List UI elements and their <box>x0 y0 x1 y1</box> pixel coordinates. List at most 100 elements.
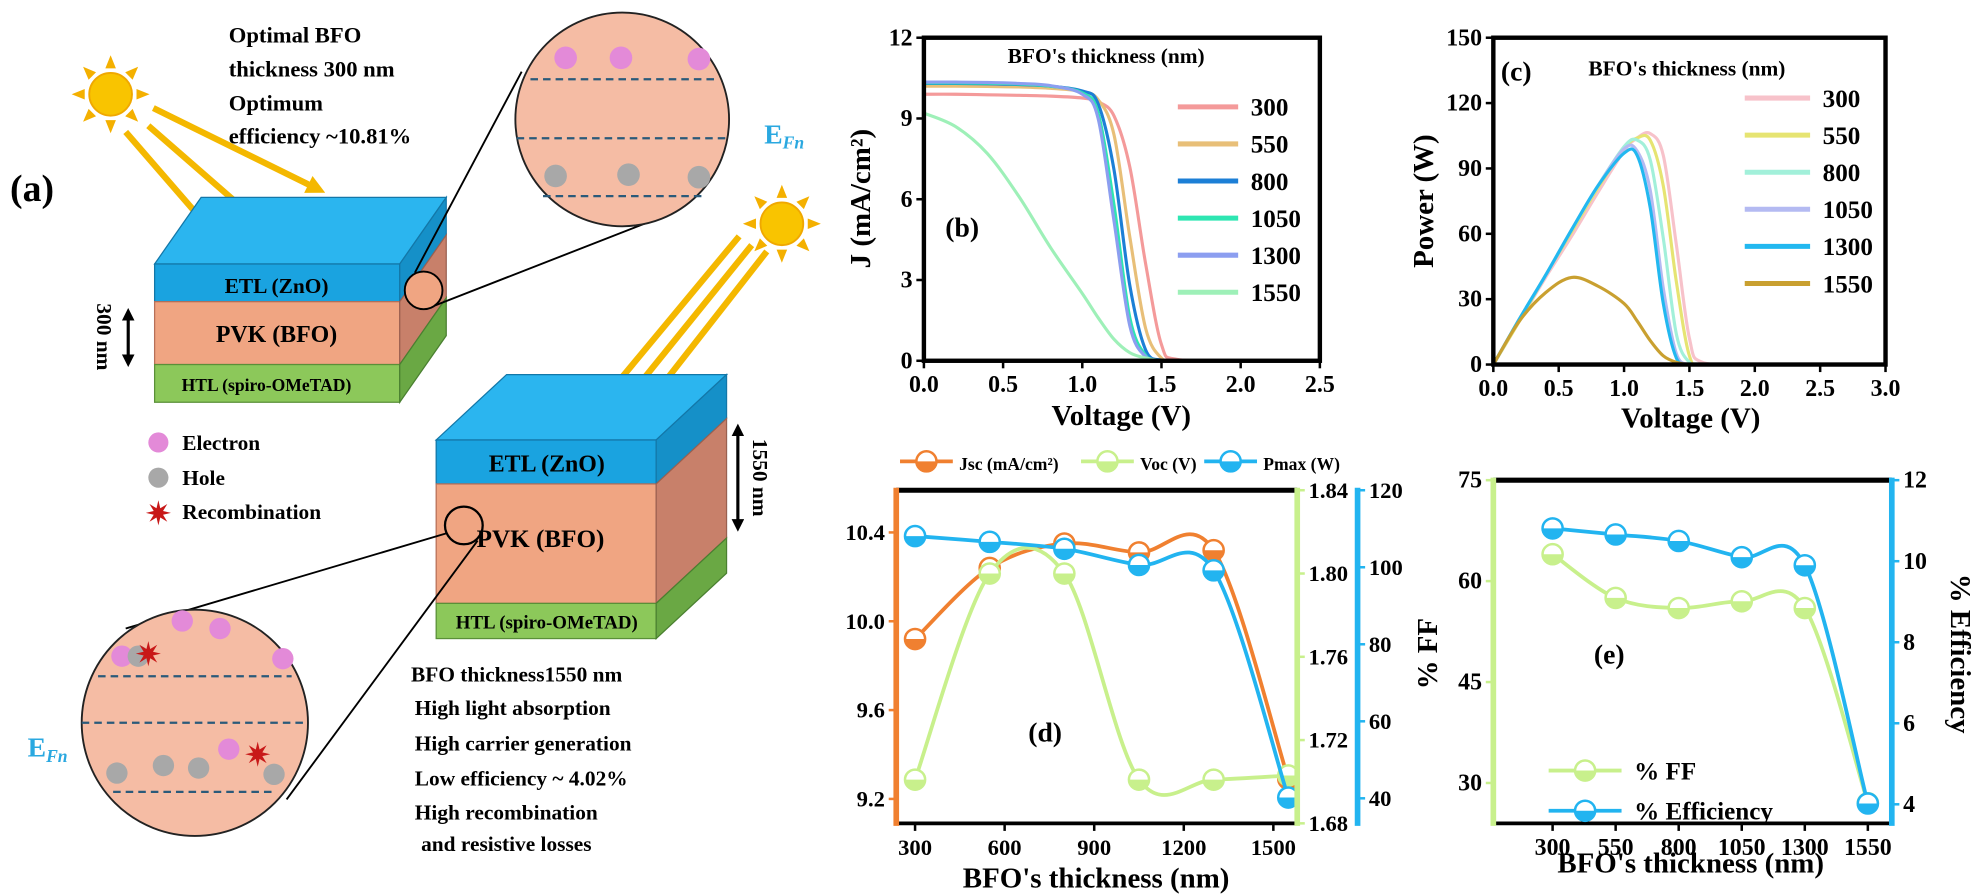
legend-label: 800 <box>1251 169 1289 196</box>
marker <box>1669 598 1689 618</box>
x-tick-label: 3.0 <box>1871 376 1901 402</box>
large-stack-part: PVK (BFO) <box>477 526 605 553</box>
large-stack-part: ETL (ZnO) <box>489 451 605 477</box>
marker <box>980 563 1000 583</box>
legend-label: Jsc (mA/cm²) <box>959 454 1059 474</box>
legend-label: Pmax (W) <box>1263 454 1340 474</box>
y2-tick-label: 1.76 <box>1309 644 1349 669</box>
y2-tick-label: 4 <box>1903 792 1915 818</box>
x-tick-label: 0.5 <box>1544 376 1574 402</box>
y-axis-title: Power (W) <box>1408 134 1440 268</box>
y-tick-label: 12 <box>889 25 913 51</box>
series-line <box>1493 149 1768 365</box>
y-axis-title: J (mA/cm²) <box>845 129 877 268</box>
x-tick-label: 0.0 <box>1478 376 1508 402</box>
series-line <box>1493 277 1768 364</box>
legend: Electron Hole Recombination <box>146 431 321 525</box>
y-tick-label: 0 <box>1470 352 1482 378</box>
zoom-top-part-part <box>617 163 640 186</box>
legend-marker <box>1221 451 1241 471</box>
figure: (a) Optimal BFO thickness 300 nm Optimum… <box>0 0 1971 895</box>
panel-label: (c) <box>1501 55 1532 86</box>
zoom-top-part-part <box>688 166 711 189</box>
x-tick-label: 0.0 <box>909 372 939 398</box>
x-tick-label: 2.0 <box>1740 376 1770 402</box>
legend-label: 1550 <box>1251 280 1301 307</box>
marker <box>1054 563 1074 583</box>
y-tick-label: 9 <box>901 106 913 132</box>
zoom-top-part-part <box>554 47 577 70</box>
legend: BFO's thickness (nm)30055080010501300155… <box>1588 56 1873 298</box>
zoom-top-part-part <box>544 165 567 188</box>
zoom-bottom-part-part <box>106 762 127 783</box>
zoom-bottom-part-part <box>153 755 174 776</box>
top-note-part: Optimum <box>229 91 323 116</box>
legend-label: 300 <box>1251 95 1289 122</box>
x-tick-label: 2.5 <box>1305 372 1335 398</box>
zoom-bottom-part-part <box>188 757 209 778</box>
panel-label: (d) <box>1028 717 1062 748</box>
y3-tick-label: 40 <box>1369 786 1392 811</box>
legend-title: BFO's thickness (nm) <box>1588 56 1785 80</box>
legend-marker <box>1575 760 1595 780</box>
series-line <box>915 536 1288 797</box>
x-tick-label: 0.5 <box>988 372 1018 398</box>
y-tick-label: 75 <box>1458 468 1482 494</box>
series-line <box>915 534 1288 779</box>
y-tick-label: 45 <box>1458 670 1482 696</box>
legend-part: Hole <box>182 466 225 490</box>
x-axis-title: Voltage (V) <box>1052 400 1191 432</box>
y-tick-label: 90 <box>1458 156 1482 182</box>
panel-label: (a) <box>10 168 54 210</box>
top-note-part: Optimal BFO <box>229 23 362 48</box>
legend-part <box>148 432 168 452</box>
x-axis-title: BFO's thickness (nm) <box>963 862 1230 894</box>
marker <box>1204 540 1224 560</box>
legend-label: 300 <box>1823 86 1861 113</box>
legend: BFO's thickness (nm)30055080010501300155… <box>1008 44 1301 307</box>
legend-title: BFO's thickness (nm) <box>1008 44 1205 68</box>
marker <box>1858 793 1878 813</box>
panel-a: (a) Optimal BFO thickness 300 nm Optimum… <box>10 13 821 856</box>
marker <box>1204 560 1224 580</box>
marker <box>1129 770 1149 790</box>
x-tick-label: 900 <box>1077 835 1111 860</box>
bottom-note-part: High light absorption <box>415 696 611 720</box>
x-tick-label: 1.5 <box>1675 376 1705 402</box>
y-tick-label: 60 <box>1458 221 1482 247</box>
bottom-note-part: and resistive losses <box>421 832 591 856</box>
zoom-bottom-part <box>136 641 161 666</box>
chart: 300600900120015009.29.610.010.41.681.721… <box>845 451 1402 894</box>
legend-label: 1050 <box>1251 206 1301 233</box>
x-tick-label: 300 <box>898 835 932 860</box>
y-tick-label: 0 <box>901 348 913 374</box>
zoom-top-part: EFn <box>764 118 804 152</box>
y2-tick-label: 8 <box>1903 630 1915 656</box>
legend-label: 550 <box>1823 123 1861 150</box>
x-tick-label: 1.0 <box>1067 372 1097 398</box>
panel-label: (b) <box>945 211 979 242</box>
sun-icon-part <box>72 55 150 133</box>
marker <box>1543 518 1563 538</box>
y2-tick-label: 12 <box>1903 468 1927 494</box>
zoom-bottom-part-part <box>172 610 193 631</box>
bottom-note-part: BFO thickness1550 nm <box>411 662 622 686</box>
legend-label: 1050 <box>1823 197 1873 224</box>
y2-axis-title: % Efficiency <box>1944 574 1971 734</box>
y-tick-label: 10.0 <box>845 609 885 634</box>
y2-tick-label: 10 <box>1903 549 1927 575</box>
small-stack-part: 300 nm <box>92 303 116 370</box>
zoom-top-part-part <box>688 48 711 71</box>
y3-tick-label: 100 <box>1369 555 1403 580</box>
legend-label: % Efficiency <box>1634 799 1773 826</box>
y-tick-label: 10.4 <box>845 520 885 545</box>
legend: Jsc (mA/cm²)Voc (V)Pmax (W) <box>900 451 1340 474</box>
top-note: Optimal BFO thickness 300 nm Optimum eff… <box>229 23 412 149</box>
marker <box>1606 524 1626 544</box>
bottom-note-part: High recombination <box>415 801 598 825</box>
marker <box>1204 770 1224 790</box>
small-stack-part: HTL (spiro-OMeTAD) <box>182 375 352 395</box>
legend-marker <box>1575 801 1595 821</box>
zoom-bottom-part <box>245 742 270 767</box>
small-stack-part <box>155 197 447 264</box>
